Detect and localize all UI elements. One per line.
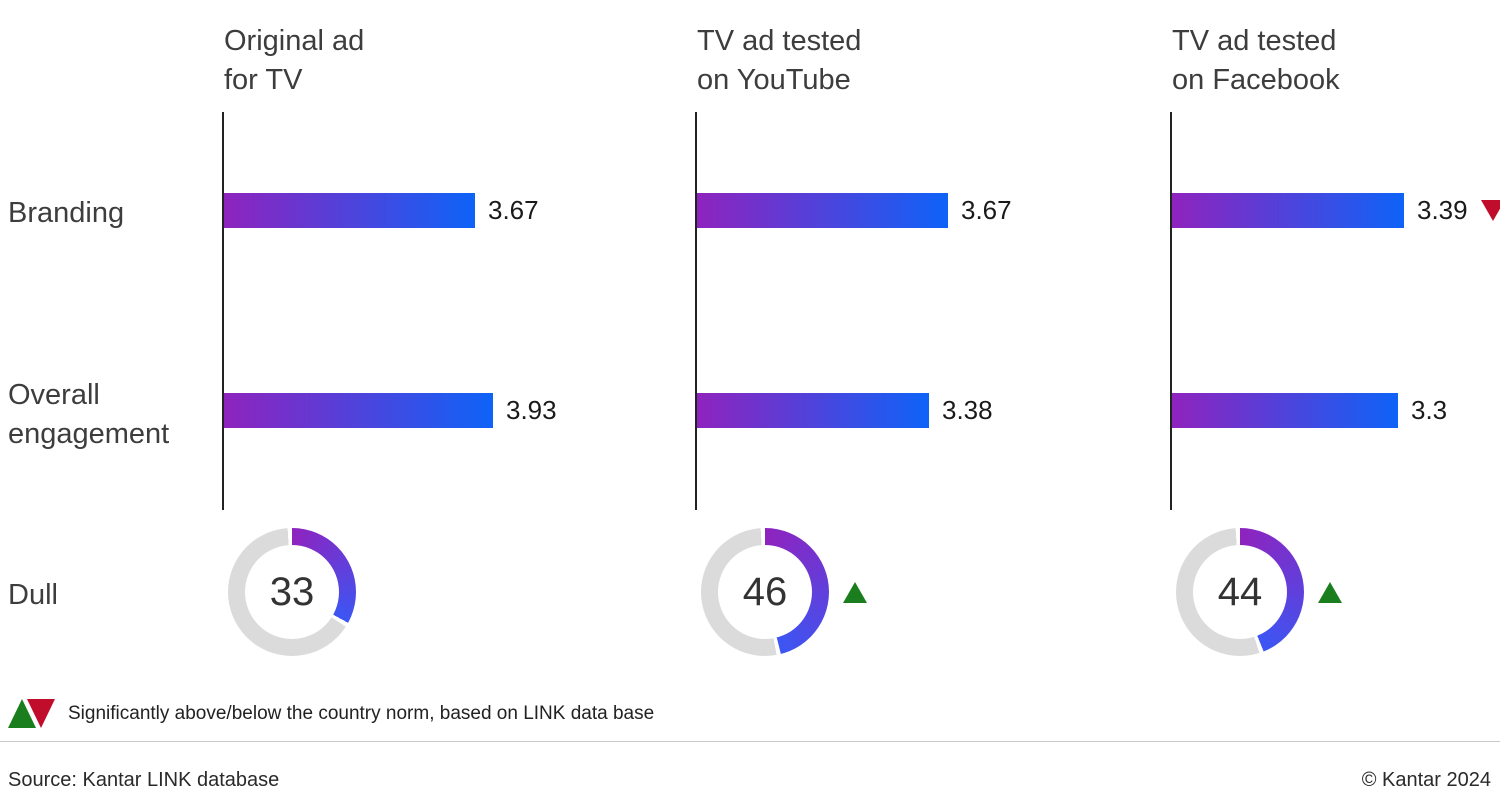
dull-donut-row: 33 [228,528,356,656]
engagement-bar-row: 3.93 [224,393,557,428]
branding-value: 3.67 [488,195,539,225]
branding-bar [1172,193,1404,228]
significance-legend: Significantly above/below the country no… [8,699,654,728]
branding-significance-icon [1480,200,1500,221]
dull-donut-row: 44 [1176,528,1342,656]
panel-header: TV ad tested on YouTube [697,22,861,100]
row-label-overall-line2: engagement [8,418,170,450]
engagement-bar [1172,393,1398,428]
copyright-text: © Kantar 2024 [1361,769,1491,791]
branding-value: 3.39 [1417,195,1468,225]
panel-original-tv: Original ad for TV 3.67 3.93 33 [222,0,692,700]
down-triangle-icon [27,699,55,728]
axis-line [695,112,697,510]
dull-donut-gauge: 44 [1176,528,1304,656]
engagement-value: 3.38 [942,395,993,425]
panel-header: Original ad for TV [224,22,364,100]
row-label-overall-engagement: Overall engagement [8,376,169,454]
row-label-dull: Dull [8,579,58,611]
engagement-bar-row: 3.3 [1172,393,1447,428]
footer-divider [0,741,1500,742]
panel-youtube: TV ad tested on YouTube 3.67 3.38 46 [695,0,1165,700]
dull-value: 33 [245,545,339,639]
engagement-bar [697,393,929,428]
panel-header-line1: Original ad [224,25,365,57]
engagement-value: 3.93 [506,395,557,425]
branding-bar-row: 3.39 [1172,193,1500,228]
dull-significance-icon [1318,581,1342,603]
source-text: Source: Kantar LINK database [8,769,280,791]
axis-line [1170,112,1172,510]
panel-header-line2: on YouTube [697,64,851,96]
engagement-value: 3.3 [1411,395,1448,425]
branding-bar [224,193,475,228]
dull-donut-row: 46 [701,528,867,656]
branding-bar-row: 3.67 [697,193,1012,228]
dull-donut-gauge: 33 [228,528,356,656]
legend-text: Significantly above/below the country no… [68,702,655,724]
row-label-branding: Branding [8,197,125,229]
row-label-overall-line1: Overall [8,379,100,411]
branding-value: 3.67 [961,195,1012,225]
panel-facebook: TV ad tested on Facebook 3.39 3.3 44 [1170,0,1500,700]
branding-bar-row: 3.67 [224,193,539,228]
dull-value: 44 [1193,545,1287,639]
engagement-bar [224,393,493,428]
panel-header-line2: for TV [224,64,303,96]
dull-significance-icon [843,581,867,603]
dull-donut-gauge: 46 [701,528,829,656]
engagement-bar-row: 3.38 [697,393,993,428]
panel-header: TV ad tested on Facebook [1172,22,1340,100]
panel-header-line2: on Facebook [1172,64,1340,96]
panel-header-line1: TV ad tested [697,25,862,57]
branding-bar [697,193,948,228]
panel-header-line1: TV ad tested [1172,25,1337,57]
axis-line [222,112,224,510]
dull-value: 46 [718,545,812,639]
